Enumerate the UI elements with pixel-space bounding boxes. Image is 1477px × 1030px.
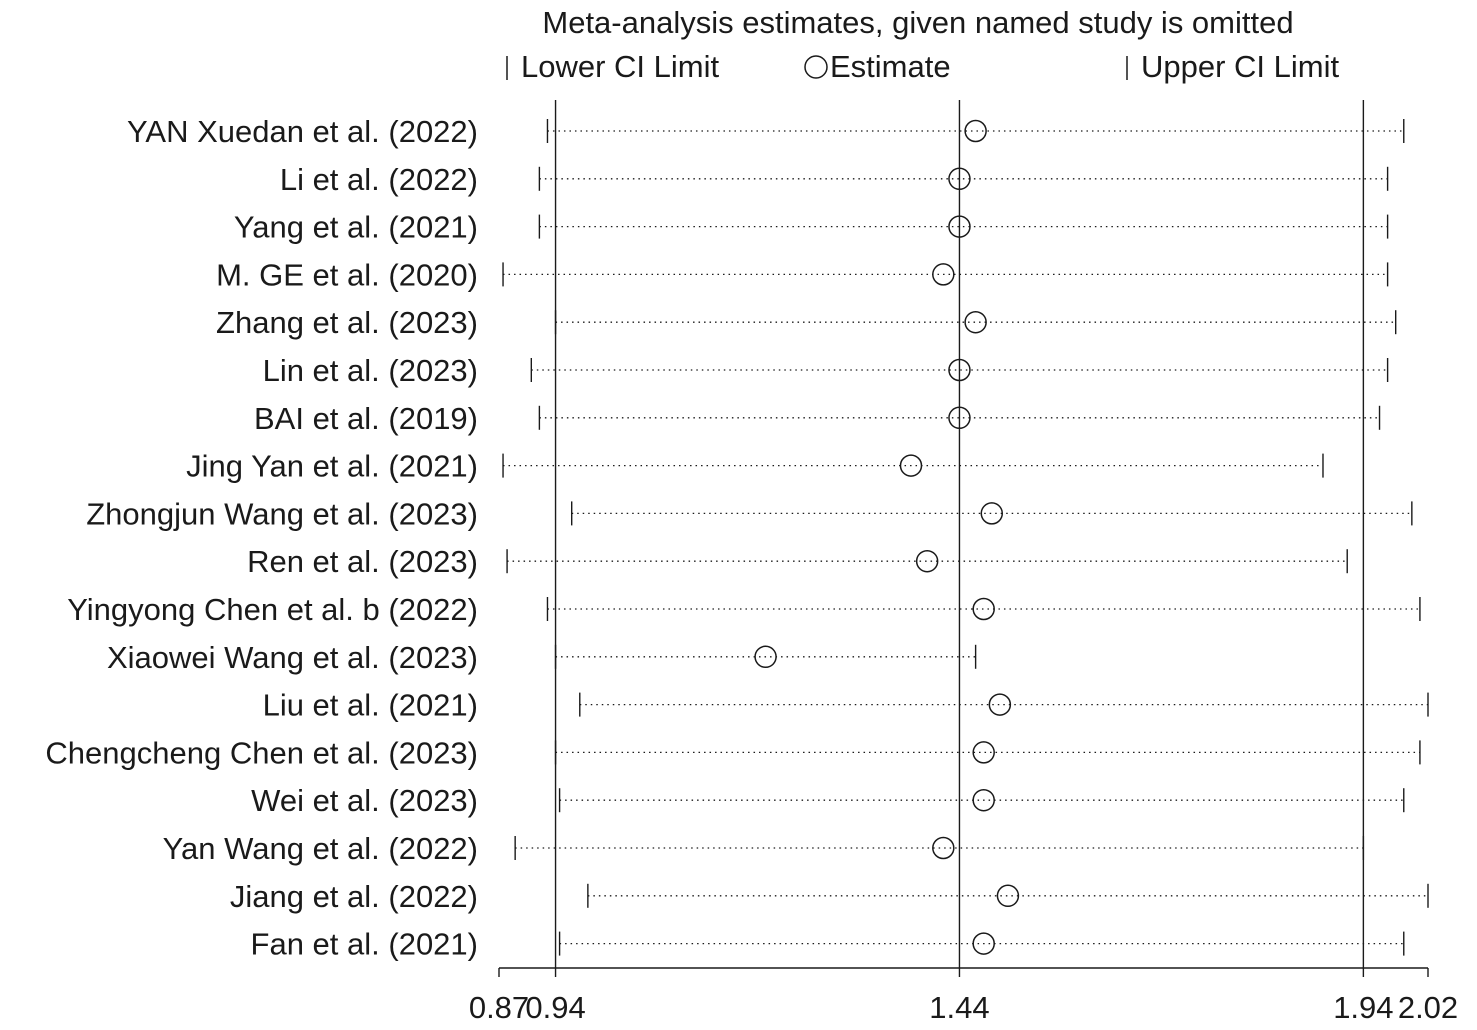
- estimate-marker: [915, 549, 939, 573]
- legend-lower-label: Lower CI Limit: [521, 49, 719, 84]
- study-row-13: Chengcheng Chen et al. (2023): [45, 735, 1421, 770]
- chart-title: Meta-analysis estimates, given named stu…: [542, 5, 1293, 40]
- legend: Lower CI Limit Estimate Upper CI Limit: [506, 49, 1339, 84]
- estimate-marker: [972, 597, 995, 621]
- x-tick-label-0: 0.87: [469, 990, 529, 1025]
- study-label: BAI et al. (2019): [254, 401, 478, 436]
- study-row-0: YAN Xuedan et al. (2022): [127, 114, 1405, 149]
- estimate-marker: [964, 310, 987, 334]
- legend-estimate-label: Estimate: [830, 49, 951, 84]
- study-label: YAN Xuedan et al. (2022): [127, 114, 478, 149]
- study-row-9: Ren et al. (2023): [247, 544, 1348, 579]
- study-row-1: Li et al. (2022): [280, 162, 1389, 197]
- study-row-2: Yang et al. (2021): [234, 210, 1389, 245]
- study-row-8: Zhongjun Wang et al. (2023): [86, 496, 1413, 531]
- study-label: Li et al. (2022): [280, 162, 478, 197]
- estimate-marker: [972, 932, 995, 955]
- study-label: Jing Yan et al. (2021): [186, 449, 478, 484]
- study-row-11: Xiaowei Wang et al. (2023): [107, 640, 977, 675]
- x-axis: 0.870.94 1.44 1.94 2.02: [469, 967, 1458, 1025]
- estimate-marker: [754, 645, 777, 669]
- reference-lines: [554, 100, 1365, 968]
- study-label: Lin et al. (2023): [263, 353, 478, 388]
- study-label: Chengcheng Chen et al. (2023): [45, 735, 478, 770]
- study-label: M. GE et al. (2020): [216, 257, 478, 292]
- study-row-4: Zhang et al. (2023): [216, 305, 1397, 340]
- study-row-15: Yan Wang et al. (2022): [163, 831, 1365, 866]
- estimate-marker: [948, 167, 971, 191]
- estimate-marker: [948, 358, 971, 382]
- estimate-marker: [972, 741, 995, 764]
- study-label: Fan et al. (2021): [251, 927, 478, 962]
- x-tick-label-3: 1.94: [1333, 990, 1393, 1025]
- legend-upper-label: Upper CI Limit: [1141, 49, 1339, 84]
- study-label: Jiang et al. (2022): [230, 879, 478, 914]
- estimate-marker: [964, 119, 987, 143]
- x-tick-label-1: 0.94: [525, 990, 585, 1025]
- estimate-marker: [996, 884, 1020, 908]
- estimate-marker: [948, 215, 971, 238]
- study-row-3: M. GE et al. (2020): [216, 257, 1389, 292]
- study-label: Liu et al. (2021): [263, 688, 478, 723]
- study-label: Zhang et al. (2023): [216, 305, 478, 340]
- study-label: Zhongjun Wang et al. (2023): [86, 496, 478, 531]
- study-row-5: Lin et al. (2023): [263, 353, 1389, 388]
- study-label: Yingyong Chen et al. b (2022): [67, 592, 478, 627]
- x-tick-label-4: 2.02: [1398, 990, 1458, 1025]
- study-label: Yang et al. (2021): [234, 210, 478, 245]
- study-row-10: Yingyong Chen et al. b (2022): [67, 592, 1421, 627]
- study-row-14: Wei et al. (2023): [251, 783, 1405, 818]
- estimate-marker: [988, 693, 1012, 716]
- study-row-6: BAI et al. (2019): [254, 401, 1381, 436]
- study-label: Wei et al. (2023): [251, 783, 478, 818]
- estimate-marker: [972, 788, 995, 812]
- estimate-marker: [932, 836, 955, 860]
- study-row-7: Jing Yan et al. (2021): [186, 449, 1324, 484]
- estimate-marker: [980, 502, 1004, 525]
- study-label: Xiaowei Wang et al. (2023): [107, 640, 478, 675]
- estimate-marker: [899, 454, 923, 477]
- study-row-17: Fan et al. (2021): [251, 927, 1405, 962]
- study-row-16: Jiang et al. (2022): [230, 879, 1429, 914]
- study-label: Yan Wang et al. (2022): [163, 831, 478, 866]
- estimate-marker: [948, 406, 971, 430]
- estimate-marker: [932, 263, 955, 286]
- study-label: Ren et al. (2023): [247, 544, 478, 579]
- study-rows: YAN Xuedan et al. (2022) Li et al. (2022)…: [45, 114, 1429, 962]
- legend-estimate-marker: [804, 55, 828, 79]
- study-row-12: Liu et al. (2021): [263, 688, 1429, 723]
- x-tick-label-2: 1.44: [929, 990, 989, 1025]
